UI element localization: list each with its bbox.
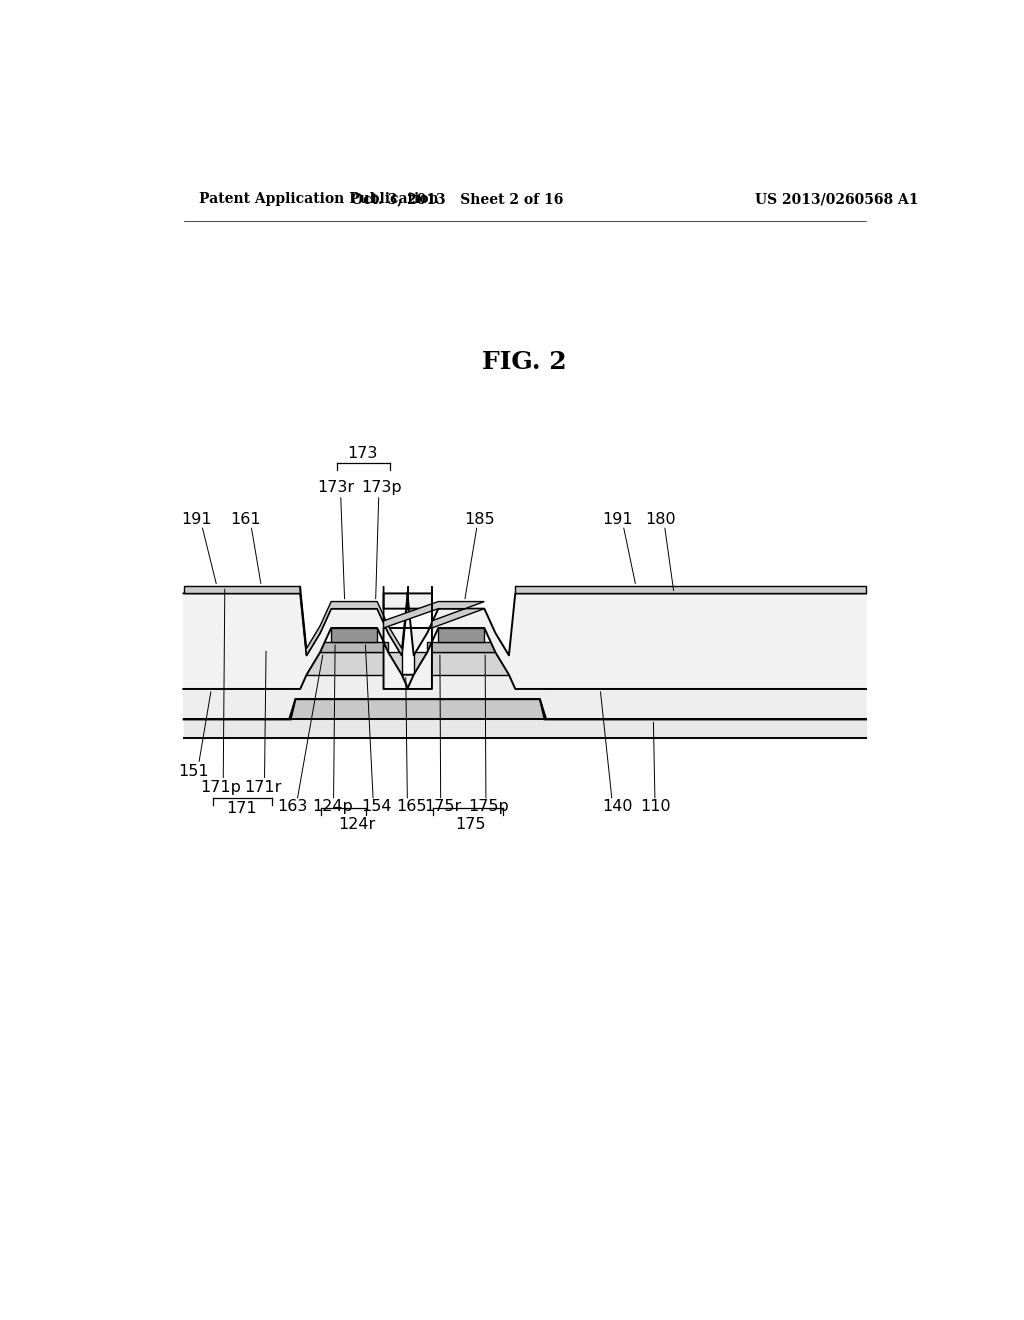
Text: US 2013/0260568 A1: US 2013/0260568 A1 — [755, 191, 919, 206]
Text: 124r: 124r — [339, 817, 376, 832]
Text: 191: 191 — [181, 512, 212, 527]
Polygon shape — [515, 586, 866, 594]
Polygon shape — [321, 643, 388, 652]
Text: 154: 154 — [361, 800, 391, 814]
Text: 173r: 173r — [317, 480, 354, 495]
Text: 175: 175 — [456, 817, 486, 832]
Text: FIG. 2: FIG. 2 — [482, 350, 567, 374]
Text: Patent Application Publication: Patent Application Publication — [200, 191, 439, 206]
Text: 185: 185 — [464, 512, 495, 527]
Polygon shape — [183, 594, 866, 689]
Polygon shape — [331, 628, 377, 643]
Polygon shape — [438, 628, 484, 643]
Text: 175r: 175r — [424, 800, 462, 814]
Text: 163: 163 — [278, 800, 307, 814]
Text: 191: 191 — [602, 512, 633, 527]
Text: 180: 180 — [645, 512, 676, 527]
Text: 171: 171 — [226, 801, 257, 816]
Text: 173: 173 — [348, 446, 378, 461]
Text: 171p: 171p — [201, 780, 242, 795]
Text: 151: 151 — [178, 764, 209, 779]
Text: 124p: 124p — [312, 800, 353, 814]
Polygon shape — [183, 586, 300, 594]
Polygon shape — [427, 643, 496, 652]
Text: 171r: 171r — [245, 780, 282, 795]
Polygon shape — [183, 675, 866, 719]
Text: 165: 165 — [396, 800, 427, 814]
Text: 140: 140 — [602, 800, 633, 814]
Polygon shape — [291, 700, 545, 719]
Polygon shape — [384, 586, 484, 628]
Polygon shape — [306, 652, 401, 675]
Text: 161: 161 — [230, 512, 261, 527]
Text: 175p: 175p — [468, 800, 509, 814]
Polygon shape — [300, 586, 409, 656]
Polygon shape — [414, 652, 509, 675]
Text: 110: 110 — [640, 800, 671, 814]
Text: Oct. 3, 2013   Sheet 2 of 16: Oct. 3, 2013 Sheet 2 of 16 — [351, 191, 563, 206]
Text: 173p: 173p — [361, 480, 402, 495]
